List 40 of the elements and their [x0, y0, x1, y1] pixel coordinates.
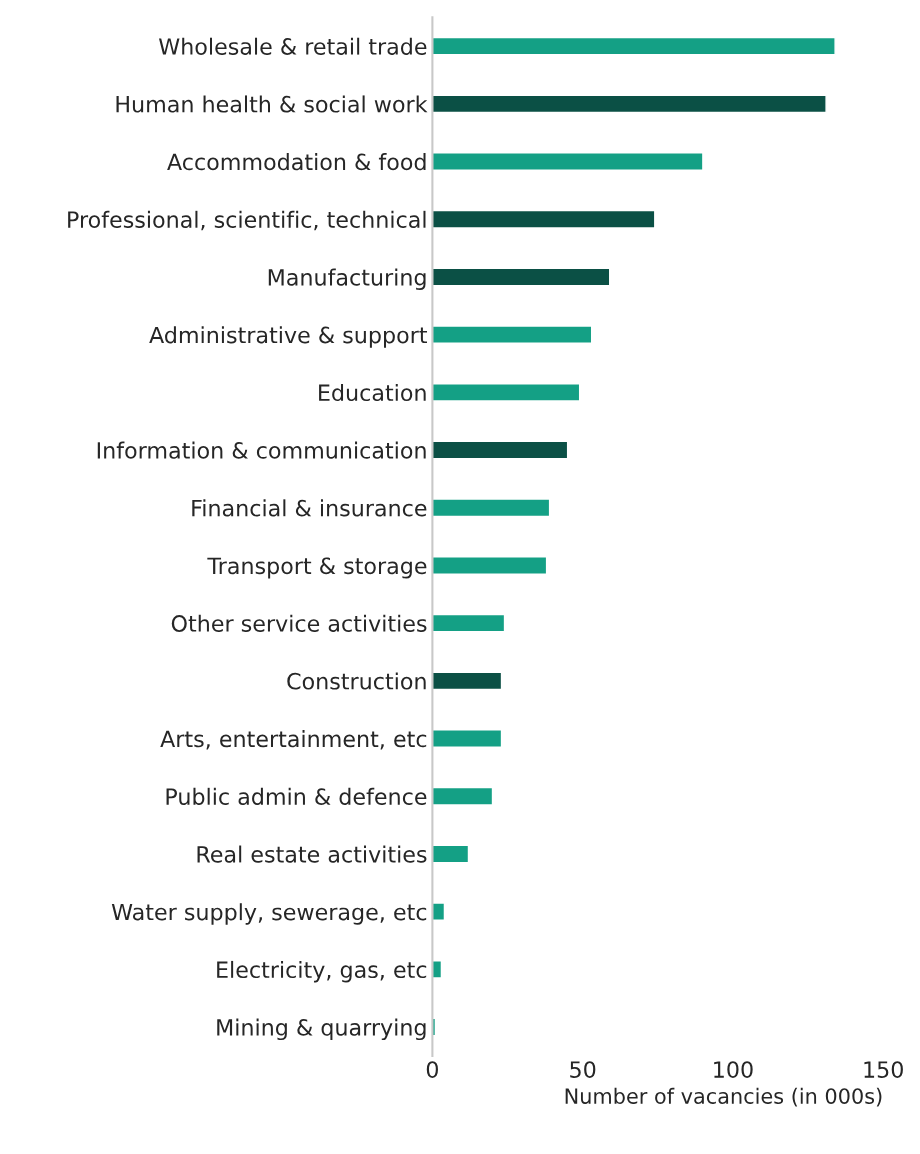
- y-tick-label: Information & communication: [97, 441, 426, 459]
- y-tick-label: Water supply, sewerage, etc: [111, 903, 427, 925]
- bar: [432, 902, 446, 922]
- x-tick-label: 100: [714, 1061, 753, 1078]
- y-tick-label: Mining & quarrying: [217, 1018, 426, 1041]
- bar: [432, 94, 827, 114]
- bar: [432, 729, 503, 748]
- y-tick-label: Transport & storage: [207, 557, 427, 579]
- y-tick-label: Electricity, gas, etc: [217, 960, 427, 983]
- bar: [432, 267, 611, 287]
- x-tick-label: 0: [426, 1061, 438, 1078]
- bar: [432, 844, 470, 864]
- y-tick-label: Education: [319, 383, 426, 402]
- x-tick-label: 50: [570, 1061, 596, 1078]
- bar: [432, 325, 593, 345]
- y-tick-label: Other service activities: [171, 614, 427, 632]
- y-tick-label: Human health & social work: [116, 95, 428, 113]
- bar: [432, 960, 443, 979]
- x-axis-title: Number of vacancies (in 000s): [565, 1087, 882, 1107]
- bar: [432, 209, 656, 229]
- bar: [432, 383, 581, 402]
- y-tick-label: Financial & insurance: [192, 499, 427, 517]
- y-tick-label: Administrative & support: [149, 326, 428, 348]
- bar: [432, 556, 548, 575]
- bar: [432, 671, 503, 691]
- bar: [432, 152, 704, 171]
- y-tick-label: Arts, entertainment, etc: [160, 730, 427, 750]
- y-tick-label: Public admin & defence: [166, 787, 427, 806]
- y-tick-label: Accommodation & food: [167, 153, 426, 171]
- y-tick-label: Manufacturing: [268, 268, 426, 291]
- y-tick-label: Professional, scientific, technical: [68, 210, 426, 231]
- y-tick-label: Construction: [287, 672, 426, 690]
- x-tick-label: 150: [864, 1061, 903, 1078]
- y-tick-label: Wholesale & retail trade: [158, 37, 427, 55]
- bar: [432, 786, 494, 806]
- bar: [432, 36, 836, 56]
- bar: [432, 613, 506, 633]
- y-tick-label: Real estate activities: [197, 845, 427, 863]
- bar: [432, 498, 551, 518]
- bar: [432, 440, 569, 460]
